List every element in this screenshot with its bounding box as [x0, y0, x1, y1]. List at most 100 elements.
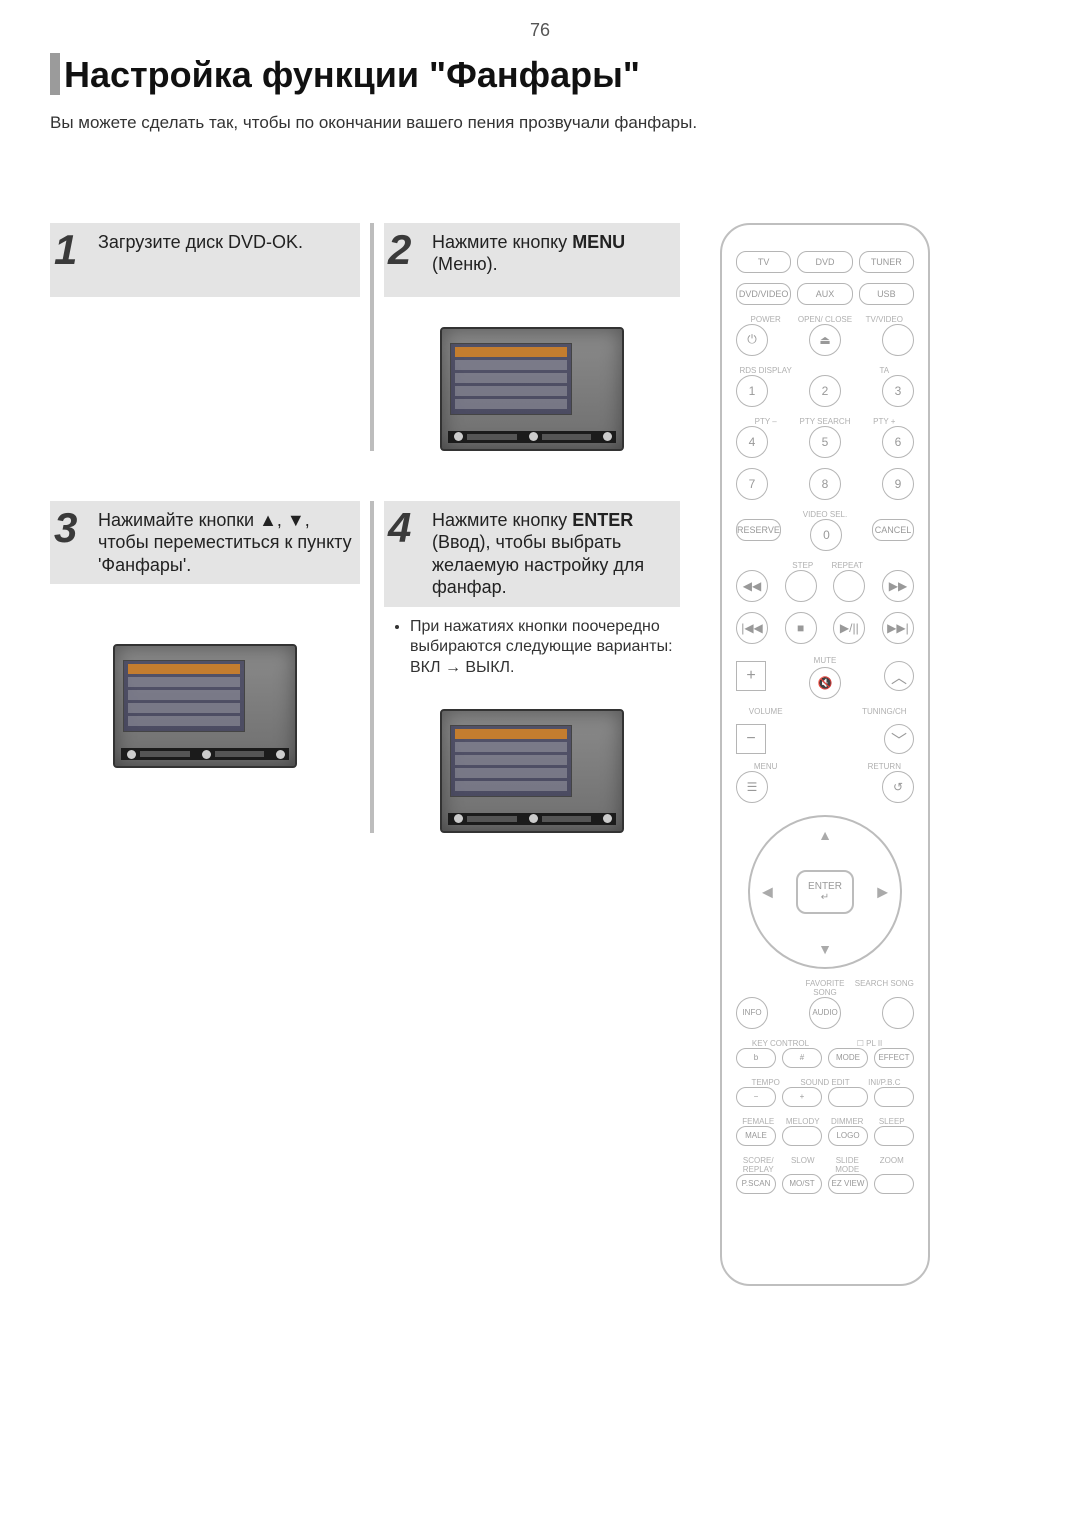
- step-number: 1: [54, 229, 88, 271]
- remote-cancel-button[interactable]: CANCEL: [872, 519, 914, 541]
- remote-btn-tuner[interactable]: TUNER: [859, 251, 914, 273]
- remote-return-button[interactable]: ↺: [882, 771, 914, 803]
- remote-label-power: POWER: [736, 315, 795, 324]
- step-1: 1 Загрузите диск DVD-OK.: [50, 223, 370, 451]
- remote-vol-down-button[interactable]: −: [736, 724, 766, 754]
- remote-label-melody: MELODY: [781, 1117, 826, 1126]
- step-number: 2: [388, 229, 422, 271]
- remote-arrow-up[interactable]: ▲: [818, 827, 832, 843]
- remote-label-volume: VOLUME: [736, 707, 795, 716]
- remote-label-sleep: SLEEP: [870, 1117, 915, 1126]
- step-bullet: При нажатиях кнопки поочередно выбираютс…: [410, 617, 676, 679]
- remote-btn-dvdvideo[interactable]: DVD/VIDEO: [736, 283, 791, 305]
- remote-vol-up-button[interactable]: +: [736, 661, 766, 691]
- intro-text: Вы можете сделать так, чтобы по окончани…: [50, 113, 1030, 133]
- remote-control: TV DVD TUNER DVD/VIDEO AUX USB POWER OPE…: [720, 223, 930, 1286]
- remote-num-6[interactable]: 6: [882, 426, 914, 458]
- remote-ezview-button[interactable]: EZ VIEW: [828, 1174, 868, 1194]
- remote-label-female: FEMALE: [736, 1117, 781, 1126]
- remote-logo-button[interactable]: LOGO: [828, 1126, 868, 1146]
- remote-num-8[interactable]: 8: [809, 468, 841, 500]
- remote-label-open: OPEN/ CLOSE: [795, 315, 854, 324]
- remote-search-button[interactable]: [882, 997, 914, 1029]
- remote-btn-usb[interactable]: USB: [859, 283, 914, 305]
- step-4: 4 Нажмите кнопку ENTER (Ввод), чтобы выб…: [370, 501, 690, 833]
- remote-label-mute: MUTE: [809, 656, 841, 665]
- step-text: Нажмите кнопку ENTER (Ввод), чтобы выбра…: [432, 507, 672, 599]
- remote-melody-button[interactable]: [782, 1126, 822, 1146]
- remote-play-pause-button[interactable]: ▶/||: [833, 612, 865, 644]
- remote-tempo-plus-button[interactable]: +: [782, 1087, 822, 1107]
- remote-audio-button[interactable]: AUDIO: [809, 997, 841, 1029]
- remote-arrow-left[interactable]: ◀: [762, 883, 773, 900]
- remote-label-tvvideo: TV/VIDEO: [855, 315, 914, 324]
- step-3: 3 Нажимайте кнопки ▲, ▼, чтобы перемести…: [50, 501, 370, 833]
- remote-stop-button[interactable]: ■: [785, 612, 817, 644]
- remote-enter-label: ENTER: [808, 881, 842, 892]
- remote-step-button[interactable]: [785, 570, 817, 602]
- remote-mute-button[interactable]: 🔇: [809, 667, 841, 699]
- remote-num-2[interactable]: 2: [809, 375, 841, 407]
- remote-male-button[interactable]: MALE: [736, 1126, 776, 1146]
- tv-screenshot: [440, 327, 624, 451]
- remote-enter-button[interactable]: ENTER ↵: [796, 870, 854, 914]
- remote-effect-button[interactable]: EFFECT: [874, 1048, 914, 1068]
- remote-label-pty-minus: PTY –: [736, 417, 795, 426]
- step-body: При нажатиях кнопки поочередно выбираютс…: [384, 607, 680, 679]
- step-text: Нажимайте кнопки ▲, ▼, чтобы переместить…: [98, 507, 352, 577]
- remote-label-menu: MENU: [736, 762, 795, 771]
- remote-label-tempo: TEMPO: [736, 1078, 795, 1087]
- remote-pscan-button[interactable]: P.SCAN: [736, 1174, 776, 1194]
- remote-soundedit-button[interactable]: [828, 1087, 868, 1107]
- remote-reserve-button[interactable]: RESERVE: [736, 519, 781, 541]
- remote-label-soundedit: SOUND EDIT: [795, 1078, 854, 1087]
- remote-arrow-right[interactable]: ▶: [877, 883, 888, 900]
- remote-arrow-down[interactable]: ▼: [818, 941, 832, 957]
- remote-menu-button[interactable]: ☰: [736, 771, 768, 803]
- step-text-post: (Ввод), чтобы выбрать желаемую настройку…: [432, 532, 644, 597]
- remote-mode-button[interactable]: MODE: [828, 1048, 868, 1068]
- remote-num-1[interactable]: 1: [736, 375, 768, 407]
- remote-label-pty-search: PTY SEARCH: [795, 417, 854, 426]
- remote-ffwd-button[interactable]: ▶▶: [882, 570, 914, 602]
- remote-rewind-button[interactable]: ◀◀: [736, 570, 768, 602]
- remote-most-button[interactable]: MO/ST: [782, 1174, 822, 1194]
- remote-label-videosel: VIDEO SEL.: [795, 510, 854, 519]
- remote-num-7[interactable]: 7: [736, 468, 768, 500]
- remote-eject-button[interactable]: ⏏: [809, 324, 841, 356]
- step-text: Нажмите кнопку MENU (Меню).: [432, 229, 672, 276]
- remote-key-b-button[interactable]: b: [736, 1048, 776, 1068]
- remote-label-repeat: REPEAT: [825, 561, 870, 570]
- remote-num-3[interactable]: 3: [882, 375, 914, 407]
- remote-next-button[interactable]: ▶▶|: [882, 612, 914, 644]
- remote-sleep-button[interactable]: [874, 1126, 914, 1146]
- step-number: 4: [388, 507, 422, 549]
- remote-zoom-button[interactable]: [874, 1174, 914, 1194]
- title-accent-bar: [50, 53, 60, 95]
- tv-screenshot: [440, 709, 624, 833]
- remote-num-5[interactable]: 5: [809, 426, 841, 458]
- remote-key-sharp-button[interactable]: #: [782, 1048, 822, 1068]
- step-text-post: (Меню).: [432, 254, 498, 274]
- remote-tempo-minus-button[interactable]: −: [736, 1087, 776, 1107]
- remote-repeat-button[interactable]: [833, 570, 865, 602]
- remote-power-button[interactable]: ⏻: [736, 324, 768, 356]
- remote-info-button[interactable]: INFO: [736, 997, 768, 1029]
- step-text: Загрузите диск DVD-OK.: [98, 229, 303, 254]
- remote-tvvideo-button[interactable]: [882, 324, 914, 356]
- remote-label-favorite: FAVORITE SONG: [795, 979, 854, 997]
- step-2: 2 Нажмите кнопку MENU (Меню).: [370, 223, 690, 451]
- remote-num-4[interactable]: 4: [736, 426, 768, 458]
- remote-num-9[interactable]: 9: [882, 468, 914, 500]
- remote-num-0[interactable]: 0: [810, 519, 842, 551]
- remote-btn-tv[interactable]: TV: [736, 251, 791, 273]
- remote-btn-aux[interactable]: AUX: [797, 283, 852, 305]
- remote-label-return: RETURN: [855, 762, 914, 771]
- tv-screenshot: [113, 644, 297, 768]
- step-text-pre: Нажимайте кнопки ▲, ▼, чтобы переместить…: [98, 510, 352, 575]
- remote-ch-up-button[interactable]: ︿: [884, 661, 914, 691]
- remote-ch-down-button[interactable]: ﹀: [884, 724, 914, 754]
- remote-btn-dvd[interactable]: DVD: [797, 251, 852, 273]
- remote-pbc-button[interactable]: [874, 1087, 914, 1107]
- remote-prev-button[interactable]: |◀◀: [736, 612, 768, 644]
